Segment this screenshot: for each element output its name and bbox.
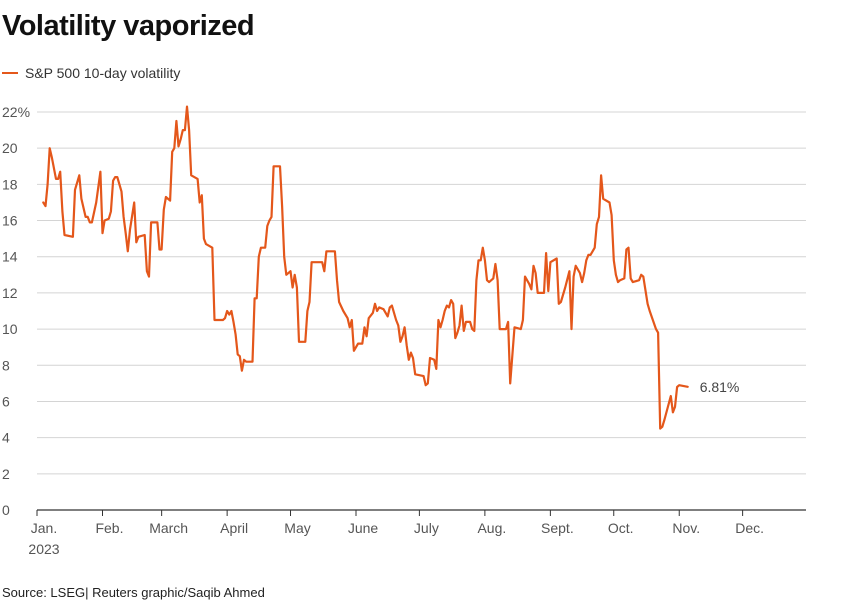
series-line-0 xyxy=(42,105,689,430)
x-tick-label-Aug.: Aug. xyxy=(477,520,506,536)
x-tick-label-Nov.: Nov. xyxy=(672,520,700,536)
end-value-label: 6.81% xyxy=(700,379,740,395)
x-tick-label-March: March xyxy=(149,520,188,536)
annotations: 6.81% xyxy=(700,379,740,395)
source-note: Source: LSEG| Reuters graphic/Saqib Ahme… xyxy=(2,585,265,600)
y-tick-label-0: 0 xyxy=(2,502,10,518)
x-tick-label-Oct.: Oct. xyxy=(608,520,634,536)
x-tick-label-June: June xyxy=(348,520,379,536)
x-tick-label-Feb.: Feb. xyxy=(95,520,123,536)
x-tick-sublabel-2023: 2023 xyxy=(28,541,59,557)
legend-label: S&P 500 10-day volatility xyxy=(25,65,181,81)
x-axis xyxy=(36,509,806,516)
y-tick-label-10: 10 xyxy=(2,321,18,337)
x-tick-label-April: April xyxy=(220,520,248,536)
x-axis-tick-labels: Jan. 2023 Feb. March April May June July Aug. Sep… xyxy=(28,520,764,557)
x-tick-label-July: July xyxy=(414,520,439,536)
x-tick-label-Dec.: Dec. xyxy=(735,520,764,536)
y-tick-label-4: 4 xyxy=(2,430,10,446)
x-tick-label-May: May xyxy=(284,520,310,536)
series-lines xyxy=(42,105,689,430)
x-tick-label-Sept.: Sept. xyxy=(541,520,574,536)
y-tick-label-6: 6 xyxy=(2,393,10,409)
y-tick-label-2: 2 xyxy=(2,466,10,482)
y-tick-label-14: 14 xyxy=(2,249,18,265)
y-tick-label-8: 8 xyxy=(2,357,10,373)
x-tick-label-Jan.: Jan. xyxy=(31,520,57,536)
y-tick-label-12: 12 xyxy=(2,285,18,301)
chart-title: Volatility vaporized xyxy=(2,10,255,42)
legend: S&P 500 10-day volatility xyxy=(2,65,180,81)
y-tick-label-22: 22% xyxy=(2,104,30,120)
y-tick-label-20: 20 xyxy=(2,140,18,156)
y-axis-tick-labels: 0 2 4 6 8 10 12 14 16 18 20 22% xyxy=(2,104,30,518)
y-tick-label-16: 16 xyxy=(2,213,18,229)
y-tick-label-18: 18 xyxy=(2,176,18,192)
gridlines xyxy=(37,111,806,475)
legend-swatch xyxy=(2,72,18,74)
